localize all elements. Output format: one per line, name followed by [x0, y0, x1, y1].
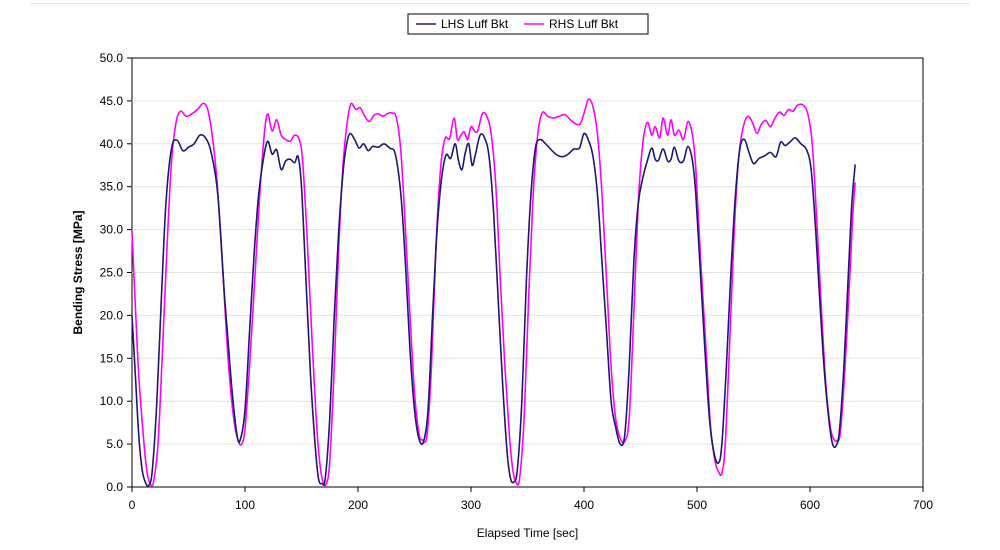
y-tick-label: 30.0 [100, 223, 124, 237]
series-line-rhs-luff-bkt [131, 98, 856, 487]
y-tick-label: 40.0 [100, 137, 124, 151]
x-tick-label: 100 [235, 498, 255, 512]
x-tick-label: 700 [913, 498, 933, 512]
x-tick-label: 300 [461, 498, 481, 512]
legend-label-lhs-luff-bkt: LHS Luff Bkt [441, 17, 509, 31]
y-tick-label: 50.0 [100, 51, 124, 65]
y-tick-label: 35.0 [100, 180, 124, 194]
legend-label-rhs-luff-bkt: RHS Luff Bkt [549, 17, 619, 31]
y-tick-label: 10.0 [100, 394, 124, 408]
x-tick-label: 200 [348, 498, 368, 512]
y-tick-label: 15.0 [100, 351, 124, 365]
x-axis-title: Elapsed Time [sec] [477, 526, 578, 540]
x-tick-label: 500 [687, 498, 707, 512]
y-tick-label: 25.0 [100, 266, 124, 280]
y-tick-label: 45.0 [100, 94, 124, 108]
y-tick-label: 5.0 [106, 437, 123, 451]
x-tick-label: 0 [129, 498, 136, 512]
x-tick-label: 400 [574, 498, 594, 512]
x-tick-label: 600 [800, 498, 820, 512]
series-line-lhs-luff-bkt [131, 132, 856, 487]
y-tick-label: 0.0 [106, 480, 123, 494]
top-divider [30, 3, 970, 4]
y-tick-label: 20.0 [100, 308, 124, 322]
y-axis-title: Bending Stress [MPa] [71, 210, 85, 334]
